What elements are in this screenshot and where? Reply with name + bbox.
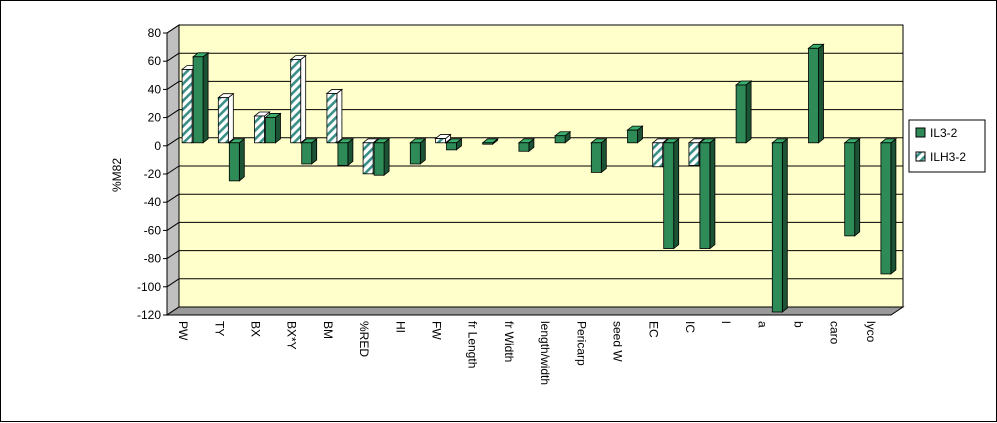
gridline-side xyxy=(166,250,180,260)
y-tick-label: -60 xyxy=(144,223,162,237)
plot-floor xyxy=(165,306,905,316)
bar-il3-2-ty xyxy=(228,137,246,182)
x-tick-label-l: l xyxy=(719,321,733,324)
y-tick-label: 80 xyxy=(148,26,162,40)
x-tick-label-bx: BX xyxy=(249,321,263,337)
gridline-side xyxy=(166,165,180,175)
y-axis-label: %M82 xyxy=(110,158,124,192)
gridline-side xyxy=(166,24,180,34)
legend-label-il3-2: IL3-2 xyxy=(930,126,958,140)
bar-il3-2-bx xyxy=(264,112,282,144)
gridline-side xyxy=(166,278,180,288)
x-tick-label-pw: PW xyxy=(176,321,190,341)
x-tick-label-bm: BM xyxy=(321,321,335,339)
x-tick-label-seed-w: seed W xyxy=(611,321,625,362)
bar-il3-2-l xyxy=(734,80,753,144)
x-tick-label-length-width: length/width xyxy=(538,321,552,385)
x-tick-label-pericarp: Pericarp xyxy=(574,321,588,366)
bar-il3-2-pw xyxy=(191,51,210,144)
x-tick-label-ec: EC xyxy=(647,321,661,338)
x-tick-label-fr-width: fr Width xyxy=(502,321,516,362)
y-tick-label: 60 xyxy=(148,54,162,68)
gridline-side xyxy=(166,193,180,203)
bar-il3-2-fw xyxy=(445,137,463,151)
bar-il3-2-caro xyxy=(843,137,861,237)
bar-il3-2-seed-w xyxy=(626,125,644,144)
gridline-side xyxy=(166,52,180,62)
y-tick-label: 0 xyxy=(154,139,161,153)
x-tick-label-lyco: lyco xyxy=(864,321,878,343)
y-tick-label: 20 xyxy=(148,111,162,125)
bar-il3-2-ec xyxy=(662,137,680,250)
legend-label-ilh3-2: ILH3-2 xyxy=(930,150,966,164)
legend: IL3-2 ILH3-2 xyxy=(908,119,986,173)
x-tick-label-ty: TY xyxy=(212,321,226,336)
y-tick-label: -120 xyxy=(137,308,161,322)
legend-swatch-il3-2 xyxy=(915,127,926,138)
x-tick-label-bx-y: BX*Y xyxy=(285,321,299,350)
y-tick-label: -100 xyxy=(137,280,161,294)
bar-il3-2-red xyxy=(372,137,391,177)
bar-il3-2-fr-length xyxy=(481,137,499,146)
x-tick-label-hi: HI xyxy=(393,321,407,333)
bar-il3-2-bm xyxy=(336,137,355,167)
bar-il3-2-b xyxy=(807,43,825,144)
legend-swatch-ilh3-2 xyxy=(915,151,926,162)
bar-ilh3-2-bx-y xyxy=(289,54,307,144)
x-tick-label-a: a xyxy=(755,321,769,328)
bar-il3-2-ic xyxy=(698,137,717,250)
x-tick-label-b: b xyxy=(792,321,806,328)
y-tick-label: -20 xyxy=(144,167,162,181)
bar-ilh3-2-ty xyxy=(217,92,235,144)
x-tick-label-fr-length: fr Length xyxy=(466,321,480,368)
bar-il3-2-hi xyxy=(409,137,427,165)
y-tick-label: 40 xyxy=(148,82,162,96)
bar-il3-2-lyco xyxy=(879,137,898,275)
x-tick-label-caro: caro xyxy=(828,321,842,345)
gridline-side xyxy=(166,109,180,119)
bar-il3-2-pericarp xyxy=(590,137,608,174)
x-tick-label-ic: IC xyxy=(683,321,697,333)
bar-il3-2-a xyxy=(771,137,789,313)
bar-il3-2-bx-y xyxy=(300,137,318,165)
y-tick-label: -80 xyxy=(144,252,162,266)
bar-il3-2-length-width xyxy=(553,130,572,144)
y-tick-label: -40 xyxy=(144,195,162,209)
gridline-side xyxy=(166,80,180,90)
bar-il3-2-fr-width xyxy=(517,137,536,153)
bar-ilh3-2-fw xyxy=(434,133,452,144)
bar-ilh3-2-bm xyxy=(325,88,344,144)
x-tick-label-fw: FW xyxy=(430,321,444,340)
gridline-side xyxy=(166,137,180,147)
gridline-side xyxy=(166,221,180,231)
x-tick-label-red: %RED xyxy=(357,321,371,357)
